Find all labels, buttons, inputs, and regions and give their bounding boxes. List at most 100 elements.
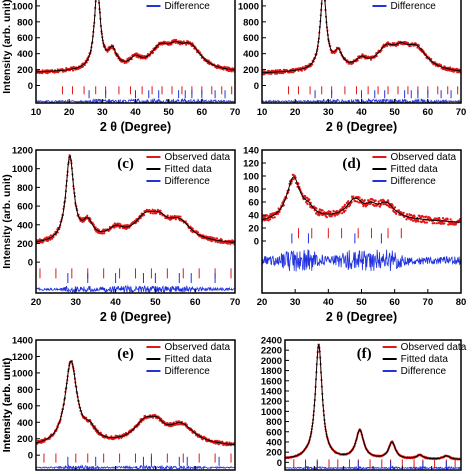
y-tick-label: 1400 xyxy=(261,386,282,397)
y-tick-label: 600 xyxy=(17,401,33,412)
y-tick-label: 400 xyxy=(266,437,282,448)
legend: Difference xyxy=(372,1,436,12)
fitted-data-series xyxy=(36,0,235,73)
legend-entry: Observed data xyxy=(390,152,456,163)
y-tick-label: 1200 xyxy=(261,397,282,408)
y-tick-label: 40 xyxy=(248,211,259,222)
legend-entry: Fitted data xyxy=(390,164,438,175)
x-axis-label: 2 θ (Degree) xyxy=(100,310,171,324)
y-tick-label: 1600 xyxy=(261,376,282,387)
y-tick-label: 0 xyxy=(254,81,259,92)
y-tick-label: 0 xyxy=(277,458,282,469)
x-axis-label: 2 θ (Degree) xyxy=(100,120,171,134)
plot-frame xyxy=(35,149,236,294)
x-tick-label: 20 xyxy=(290,107,301,118)
legend-entry: Observed data xyxy=(401,342,467,353)
x-axis-label: 2 θ (Degree) xyxy=(326,310,397,324)
x-tick-label: 20 xyxy=(257,297,268,308)
legend-entry: Difference xyxy=(164,1,210,12)
y-tick-label: 2000 xyxy=(261,356,282,367)
x-tick-label: 40 xyxy=(130,107,141,118)
x-axis-label: 2 θ (Degree) xyxy=(326,120,397,134)
y-tick-label: 400 xyxy=(243,49,259,60)
y-tick-label: 800 xyxy=(266,417,282,428)
fitted-data-series xyxy=(36,360,235,446)
legend-entry: Fitted data xyxy=(164,164,212,175)
legend-entry: Difference xyxy=(390,1,436,12)
y-tick-label: 200 xyxy=(243,65,259,76)
x-tick-label: 20 xyxy=(64,107,75,118)
plot-area xyxy=(36,154,235,293)
plot-area xyxy=(262,173,461,272)
x-tick-label: 30 xyxy=(97,107,108,118)
y-tick-label: 1000 xyxy=(261,407,282,418)
y-axis-label: Intensity (arb. unit) xyxy=(1,0,13,94)
x-tick-label: 60 xyxy=(389,297,400,308)
y-tick-label: 600 xyxy=(243,33,259,44)
y-tick-label: 60 xyxy=(248,198,259,209)
y-tick-label: 20 xyxy=(248,224,259,235)
y-tick-label: 800 xyxy=(17,17,33,28)
y-tick-label: 120 xyxy=(243,159,259,170)
plot-frame xyxy=(261,0,462,104)
x-tick-label: 60 xyxy=(197,107,208,118)
y-tick-label: 600 xyxy=(266,427,282,438)
y-tick-label: 1200 xyxy=(12,146,33,157)
x-tick-label: 60 xyxy=(190,297,201,308)
y-tick-label: 1400 xyxy=(12,336,33,347)
panel-d: 20 30 40 50 60 70 80 0 20 40 60 80 100 120 140 2 θ (Deg… xyxy=(243,146,466,325)
legend-entry: Difference xyxy=(164,366,210,377)
legend-entry: Observed data xyxy=(164,152,230,163)
y-tick-label: 1800 xyxy=(261,366,282,377)
y-axis-label: Intensity (arb. unit) xyxy=(1,358,13,453)
difference-series xyxy=(36,284,235,293)
x-tick-label: 50 xyxy=(389,107,400,118)
y-tick-label: 200 xyxy=(17,65,33,76)
y-tick-label: 800 xyxy=(17,183,33,194)
y-tick-label: 800 xyxy=(243,17,259,28)
y-tick-label: 1200 xyxy=(12,352,33,363)
panel-label: (e) xyxy=(117,346,134,362)
y-tick-label: 800 xyxy=(17,385,33,396)
fitted-data-series xyxy=(262,0,461,74)
y-tick-label: 140 xyxy=(243,146,259,157)
y-axis-label: Intensity (arb. unit) xyxy=(1,358,13,453)
legend-entry: Difference xyxy=(164,176,210,187)
panel-a: 10 20 30 40 50 60 70 0 200 400 600 800 1000 2 θ (Degr… xyxy=(1,0,240,134)
y-tick-label: 400 xyxy=(17,49,33,60)
y-tick-label: 400 xyxy=(17,418,33,429)
x-tick-label: 40 xyxy=(356,107,367,118)
x-tick-label: 30 xyxy=(71,297,82,308)
panel-b: 10 20 30 40 50 60 70 0 200 400 600 800 1000 2 θ (Degr… xyxy=(238,0,466,134)
plot-area xyxy=(36,0,235,103)
plot-area xyxy=(36,360,235,470)
panel-label: (c) xyxy=(117,156,134,172)
y-tick-label: 2400 xyxy=(261,336,282,347)
plot-frame xyxy=(35,0,236,104)
x-tick-label: 30 xyxy=(323,107,334,118)
legend: Difference xyxy=(146,1,210,12)
legend-entry: Fitted data xyxy=(164,354,212,365)
x-tick-label: 80 xyxy=(456,297,467,308)
fitted-data-series xyxy=(36,155,235,243)
difference-series xyxy=(262,249,461,272)
y-tick-label: 600 xyxy=(17,202,33,213)
panel-label: (d) xyxy=(342,156,360,172)
x-tick-label: 60 xyxy=(423,107,434,118)
y-tick-label: 200 xyxy=(17,239,33,250)
y-axis-label: Intensity (arb. unit) xyxy=(1,174,13,269)
panel-c: 20 30 40 50 60 70 0 200 400 600 800 1000 1200 2 θ (De… xyxy=(1,146,240,325)
y-tick-label: 0 xyxy=(254,237,259,248)
plot-frame xyxy=(35,339,236,471)
x-tick-label: 50 xyxy=(163,107,174,118)
x-tick-label: 30 xyxy=(290,297,301,308)
y-tick-label: 200 xyxy=(266,448,282,459)
x-tick-label: 70 xyxy=(423,297,434,308)
fitted-data-series xyxy=(262,176,461,223)
y-tick-label: 0 xyxy=(28,258,33,269)
y-tick-label: 0 xyxy=(28,451,33,462)
